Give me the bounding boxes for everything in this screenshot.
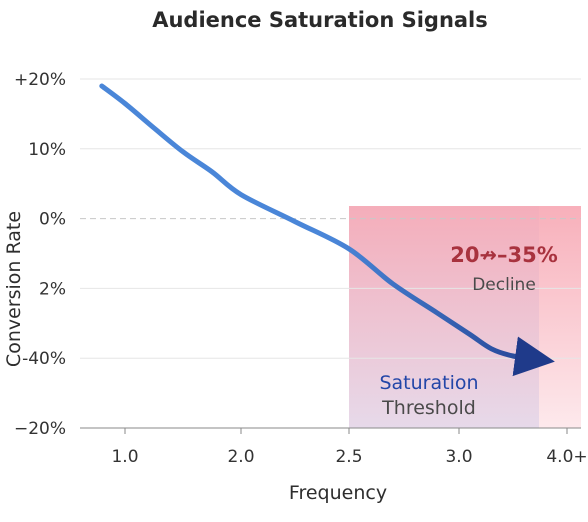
decline-value: 20↛–35% xyxy=(450,243,558,267)
threshold-title: Saturation xyxy=(379,372,478,394)
x-tick-label: 1.0 xyxy=(111,447,138,467)
grid xyxy=(80,78,581,359)
y-axis-label: Conversion Rate xyxy=(3,211,25,367)
y-ticks: +20% 10% 0% 2% -40% −20% xyxy=(14,70,66,439)
x-axis-label: Frequency xyxy=(289,482,387,504)
x-tick-label: 3.0 xyxy=(445,447,472,467)
y-tick-label: -40% xyxy=(22,349,66,369)
y-tick-label: 2% xyxy=(39,279,66,299)
decline-label: Decline xyxy=(472,275,536,295)
x-tick-label: 2.5 xyxy=(335,447,362,467)
y-tick-label: 10% xyxy=(28,140,66,160)
series-line xyxy=(99,83,555,377)
x-tick-label: 4.0+ xyxy=(546,447,587,467)
highlight-bands xyxy=(349,206,581,428)
threshold-label: Threshold xyxy=(381,397,476,419)
y-tick-label: +20% xyxy=(14,70,66,90)
y-tick-label: 0% xyxy=(39,210,66,230)
decline-band xyxy=(349,206,581,428)
x-tick-label: 2.0 xyxy=(227,447,254,467)
x-ticks: 1.0 2.0 2.5 3.0 4.0+ xyxy=(111,428,588,467)
chart-title: Audience Saturation Signals xyxy=(152,8,488,32)
y-tick-label: −20% xyxy=(14,419,66,439)
